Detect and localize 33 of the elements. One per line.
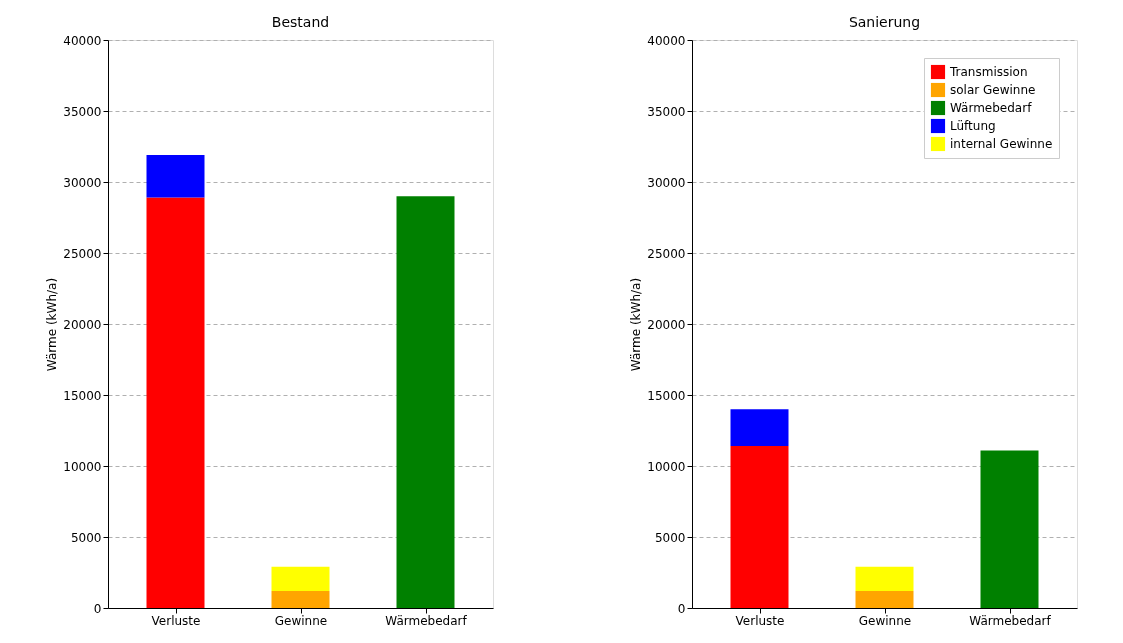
y-tick-label: 5000 (70, 530, 102, 545)
y-tick-label: 25000 (63, 246, 102, 261)
y-tick-label: 35000 (63, 104, 102, 119)
y-tick-label: 15000 (647, 388, 686, 403)
y-tick-label: 35000 (647, 104, 686, 119)
y-tick-label: 30000 (63, 175, 102, 190)
x-tick-label: Verluste (151, 613, 201, 628)
x-tick-label: Gewinne (858, 613, 912, 628)
x-tick-label: Gewinne (274, 613, 328, 628)
legend-label: Transmission (949, 65, 1028, 79)
chart-title: Bestand (271, 14, 330, 30)
x-tick-label: Wärmebedarf (385, 613, 468, 628)
y-tick-label: 0 (677, 601, 686, 616)
y-tick-label: 10000 (647, 459, 686, 474)
y-tick-label: 30000 (647, 175, 686, 190)
x-tick-label: Verluste (735, 613, 785, 628)
y-tick-label: 15000 (63, 388, 102, 403)
y-tick-label: 20000 (647, 317, 686, 332)
y-tick-label: 25000 (647, 246, 686, 261)
y-axis-title: Wärme (kWh/a) (45, 277, 60, 372)
legend-label: Wärmebedarf (950, 101, 1033, 115)
y-axis-title: Wärme (kWh/a) (629, 277, 644, 372)
legend-label: internal Gewinne (950, 137, 1053, 151)
legend-label: solar Gewinne (950, 83, 1036, 97)
chart-title: Sanierung (848, 14, 921, 30)
y-tick-label: 5000 (654, 530, 686, 545)
legend-label: Lüftung (950, 119, 996, 133)
x-tick-label: Wärmebedarf (969, 613, 1052, 628)
y-tick-label: 40000 (63, 33, 102, 48)
y-tick-label: 40000 (647, 33, 686, 48)
y-tick-label: 0 (93, 601, 102, 616)
y-tick-label: 20000 (63, 317, 102, 332)
y-tick-label: 10000 (63, 459, 102, 474)
